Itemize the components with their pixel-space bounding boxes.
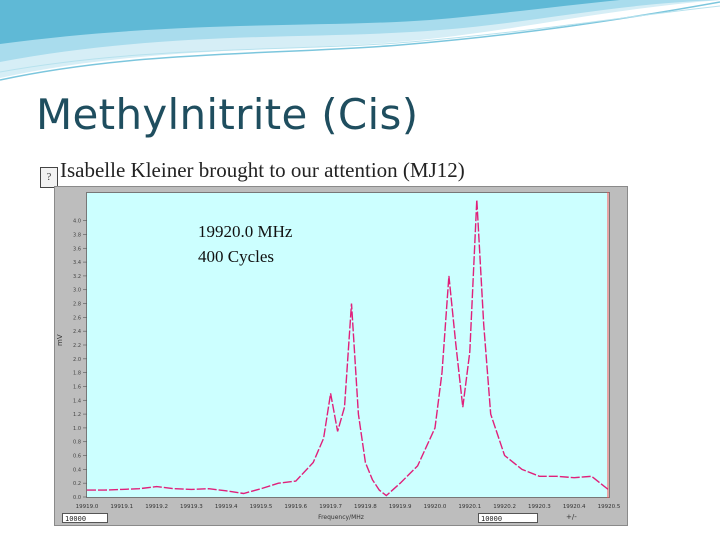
x-tick-label: 19919.0 — [76, 504, 99, 510]
x-axis-label: Frequency/MHz — [318, 514, 364, 521]
bullet-item: ? Isabelle Kleiner brought to our attenti… — [40, 158, 465, 188]
x-tick-label: 19919.8 — [354, 504, 377, 510]
x-tick-label: 19919.3 — [180, 504, 203, 510]
annotation-frequency: 19920.0 MHz — [198, 222, 293, 241]
x-tick-label: 19920.1 — [458, 504, 481, 510]
y-tick-label: 2.0 — [73, 357, 81, 363]
y-tick-label: 0.6 — [73, 454, 81, 460]
x-tick-label: 19920.3 — [528, 504, 551, 510]
bullet-text: Isabelle Kleiner brought to our attentio… — [60, 158, 465, 182]
y-tick-label: 3.0 — [73, 288, 81, 294]
y-tick-label: 3.2 — [73, 274, 81, 280]
range-prefix: +/- — [566, 513, 577, 521]
x-tick-label: 19919.9 — [389, 504, 412, 510]
bullet-icon: ? — [40, 167, 58, 188]
y-tick-label: 3.6 — [73, 246, 81, 252]
y-tick-label: 3.8 — [73, 232, 81, 238]
annotation-cycles: 400 Cycles — [198, 247, 275, 266]
x-tick-label: 19920.2 — [493, 504, 516, 510]
y-tick-label: 1.2 — [73, 412, 81, 418]
y-axis-label: mV — [56, 334, 64, 346]
y-tick-label: 0.8 — [73, 440, 81, 446]
y-tick-label: 1.0 — [73, 426, 81, 432]
y-tick-label: 2.2 — [73, 343, 81, 349]
slide-title: Methylnitrite (Cis) — [36, 90, 419, 139]
x-tick-label: 19919.6 — [284, 504, 307, 510]
header-swoosh-decoration — [0, 0, 720, 81]
x-tick-label: 19919.4 — [215, 504, 238, 510]
x-tick-label: 19919.7 — [319, 504, 342, 510]
x-tick-label: 19920.0 — [424, 504, 447, 510]
x-tick-label: 19920.5 — [598, 504, 621, 510]
y-tick-label: 1.4 — [73, 398, 81, 404]
y-tick-label: 2.6 — [73, 315, 81, 321]
x-tick-label: 19919.2 — [145, 504, 168, 510]
y-tick-marks: 0.0 0.2 0.4 0.6 0.8 1.0 1.2 1.4 1.6 1.8 2.0 2.2 2.4 2… — [73, 219, 87, 501]
y-tick-label: 0.2 — [73, 481, 81, 487]
y-tick-label: 2.4 — [73, 329, 81, 335]
y-tick-label: 1.8 — [73, 371, 81, 377]
spectrum-trace — [87, 199, 610, 497]
x-tick-label: 19919.1 — [110, 504, 133, 510]
y-tick-label: 0.4 — [73, 467, 81, 473]
x-tick-labels: 19919.0 19919.1 19919.2 19919.3 19919.4 19919… — [76, 504, 621, 510]
x-range-field[interactable]: 10000 — [478, 513, 538, 523]
x-tick-label: 19919.5 — [250, 504, 273, 510]
y-tick-label: 2.8 — [73, 302, 81, 308]
y-tick-label: 1.6 — [73, 384, 81, 390]
x-min-field[interactable]: 10000 — [62, 513, 108, 523]
x-tick-label: 19920.4 — [563, 504, 586, 510]
y-tick-label: 4.0 — [73, 219, 81, 225]
y-tick-label: 3.4 — [73, 260, 81, 266]
y-tick-label: 0.0 — [73, 495, 81, 501]
spectrum-chart: 0.0 0.2 0.4 0.6 0.8 1.0 1.2 1.4 1.6 1.8 2.0 2.2 2.4 2… — [56, 192, 621, 521]
